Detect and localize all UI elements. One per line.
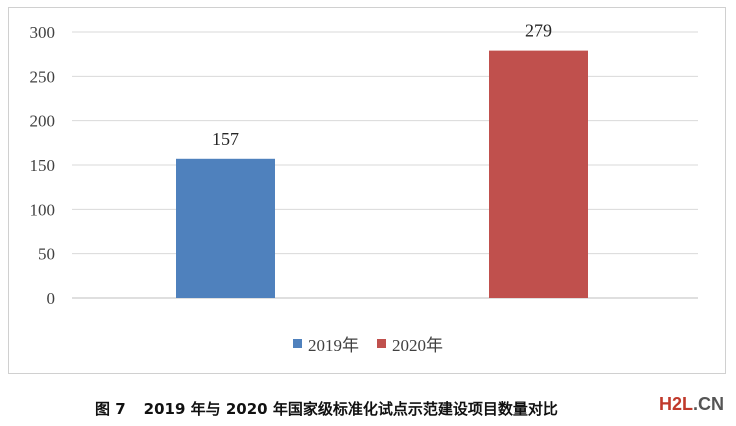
figure-caption-text: 2019 年与 2020 年国家级标准化试点示范建设项目数量对比 [143,400,558,418]
legend-label-2019: 2019年 [308,335,359,355]
figure-caption: 图 7 2019 年与 2020 年国家级标准化试点示范建设项目数量对比 [95,398,558,419]
watermark-logo: H2L.CN [659,394,724,415]
legend-item-2019: 2019年 [293,331,359,356]
legend-item-2020: 2020年 [377,331,443,356]
legend-swatch-2020 [377,338,386,348]
chart-frame [8,7,726,374]
watermark-main: H2L [658,394,693,414]
watermark-domain: .CN [693,394,724,414]
legend-label-2020: 2020年 [392,335,443,355]
legend: 2019年 2020年 [0,331,736,355]
figure-number: 图 7 [95,400,126,418]
legend-swatch-2019 [293,338,302,348]
